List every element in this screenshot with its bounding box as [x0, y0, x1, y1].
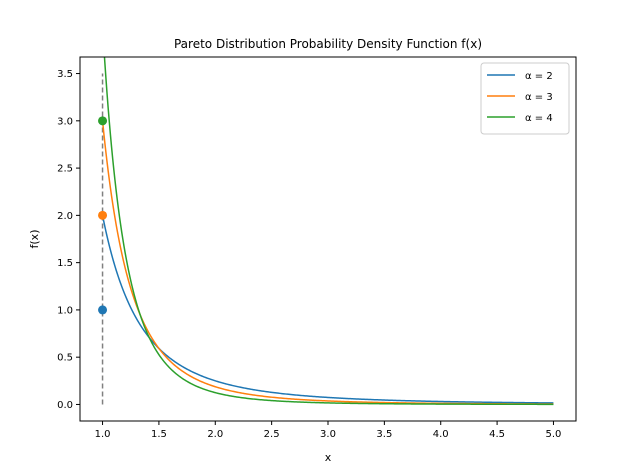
y-tick-label: 0.5 [57, 353, 73, 364]
y-tick-label: 1.0 [57, 305, 73, 316]
series-marker-2 [98, 210, 108, 220]
y-tick-label: 3.0 [57, 116, 73, 127]
x-tick-label: 4.5 [489, 429, 505, 440]
y-tick-label: 0.0 [57, 400, 73, 411]
x-tick-label: 4.0 [433, 429, 449, 440]
y-axis-label: f(x) [28, 230, 41, 249]
x-tick-label: 2.5 [264, 429, 280, 440]
x-axis: 1.0 1.5 2.0 2.5 3.0 3.5 4.0 4.5 5.0 [95, 421, 562, 440]
x-tick-label: 3.0 [320, 429, 336, 440]
legend-label-2: α = 3 [525, 92, 553, 103]
chart-title: Pareto Distribution Probability Density … [174, 37, 482, 51]
series-line-3 [103, 57, 554, 406]
y-tick-label: 2.5 [57, 164, 73, 175]
x-tick-label: 1.5 [151, 429, 167, 440]
y-tick-label: 3.5 [57, 69, 73, 80]
y-axis: 0.0 0.5 1.0 1.5 2.0 2.5 3.0 3.5 [57, 69, 80, 411]
y-tick-label: 1.5 [57, 258, 73, 269]
x-tick-label: 3.5 [376, 429, 392, 440]
series-marker-1 [98, 305, 108, 315]
series-line-1 [101, 215, 554, 404]
x-axis-label: x [325, 451, 332, 464]
legend-label-1: α = 2 [525, 71, 553, 82]
legend: α = 2 α = 3 α = 4 [480, 62, 570, 135]
x-tick-label: 1.0 [95, 429, 111, 440]
plot-area [98, 57, 554, 406]
series-marker-3 [98, 116, 108, 126]
legend-label-3: α = 4 [525, 113, 553, 124]
x-tick-label: 2.0 [207, 429, 223, 440]
y-tick-label: 2.0 [57, 211, 73, 222]
x-tick-label: 5.0 [546, 429, 562, 440]
